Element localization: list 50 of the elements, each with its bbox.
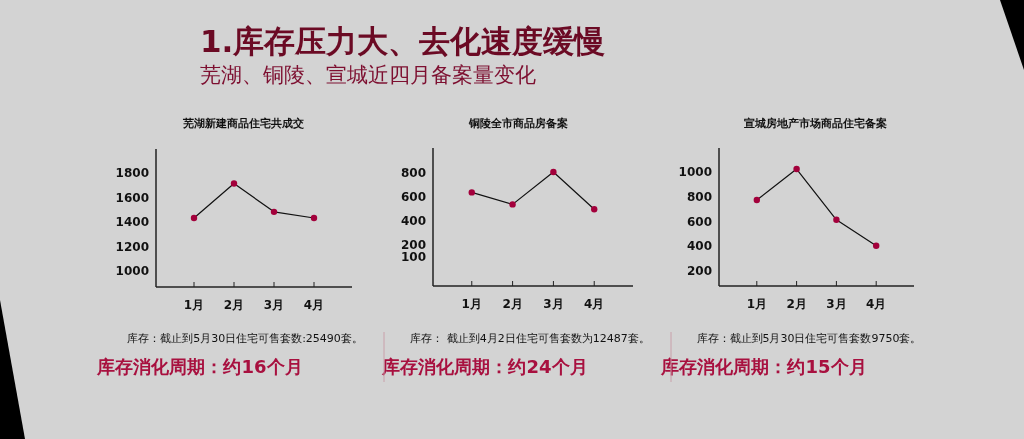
- point: [833, 216, 840, 223]
- y-tick-label: 1600: [115, 190, 149, 205]
- point: [468, 189, 475, 196]
- y-tick-label: 1000: [115, 264, 149, 279]
- text: 库存消化周期：约16个月: [96, 356, 303, 377]
- x-tick-label: 3月: [543, 297, 564, 311]
- text: 1.库存压力大、去化速度缓慢: [200, 23, 606, 59]
- chart-title: 芜湖新建商品住宅共成交: [181, 117, 304, 130]
- point: [230, 180, 238, 187]
- y-tick-label: 1200: [115, 239, 149, 254]
- y-tick-label: 600: [686, 214, 712, 229]
- x-tick-label: 2月: [786, 297, 807, 311]
- text: 库存消化周期：约15个月: [660, 356, 867, 377]
- chart-title: 宣城房地产市场商品住宅备案: [743, 117, 887, 130]
- chart-title: 铜陵全市商品房备案: [467, 117, 568, 130]
- y-tick-label: 1800: [115, 165, 149, 180]
- point: [793, 165, 800, 173]
- x-tick-label: 1月: [461, 297, 482, 311]
- point: [550, 168, 557, 176]
- y-tick-label: 400: [686, 239, 712, 254]
- point: [591, 206, 598, 213]
- y-tick-label: 400: [400, 213, 426, 228]
- x-tick-label: 3月: [826, 297, 847, 311]
- y-tick-label: 1400: [115, 215, 149, 230]
- x-tick-label: 4月: [866, 297, 887, 311]
- text: 芜湖、铜陵、宣城近四月备案量变化: [200, 63, 536, 87]
- x-tick-label: 4月: [303, 298, 325, 312]
- point: [190, 214, 198, 222]
- text: 库存：截止到5月30日住宅可售套数9750套。: [696, 332, 922, 345]
- x-tick-label: 1月: [183, 298, 205, 312]
- point: [753, 196, 761, 204]
- text: 库存消化周期：约24个月: [381, 356, 588, 377]
- point: [872, 242, 880, 249]
- y-tick-label: 1000: [678, 165, 712, 180]
- point: [270, 208, 278, 216]
- x-tick-label: 4月: [584, 297, 605, 311]
- y-tick-label: 800: [400, 165, 426, 180]
- x-tick-label: 3月: [263, 298, 285, 312]
- y-tick-label: 600: [400, 189, 426, 204]
- x-tick-label: 2月: [223, 298, 245, 312]
- y-tick-label: 200: [400, 237, 426, 252]
- point: [310, 214, 318, 222]
- point: [509, 201, 516, 208]
- y-tick-label: 200: [686, 264, 712, 279]
- y-tick-label: 100: [400, 249, 426, 264]
- y-tick-label: 800: [686, 189, 712, 204]
- x-tick-label: 1月: [746, 297, 767, 311]
- text: 库存：截止到5月30日住宅可售套数:25490套。: [127, 332, 363, 345]
- x-tick-label: 2月: [502, 297, 523, 311]
- text: 库存： 截止到4月2日住宅可售套数为12487套。: [410, 332, 650, 345]
